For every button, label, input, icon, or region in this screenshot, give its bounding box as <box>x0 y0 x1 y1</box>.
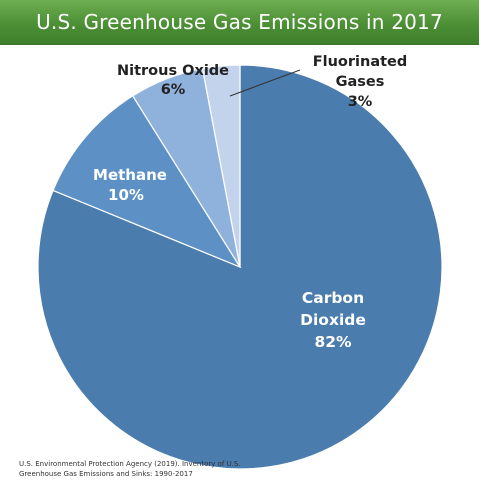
value-carbon-dioxide: 82% <box>314 333 352 351</box>
pie-slices <box>38 65 442 469</box>
source-note: U.S. Environmental Protection Agency (20… <box>19 460 319 479</box>
label-nitrous-oxide: Nitrous Oxide <box>117 63 229 79</box>
label-fluorinated-line2: Gases <box>336 74 385 90</box>
label-methane: Methane <box>93 166 167 184</box>
value-fluorinated: 3% <box>348 94 373 110</box>
label-fluorinated-line1: Fluorinated <box>313 54 408 70</box>
label-carbon-dioxide-line1: Carbon <box>302 289 364 307</box>
value-nitrous-oxide: 6% <box>161 82 186 98</box>
source-line-1: U.S. Environmental Protection Agency (20… <box>19 460 319 470</box>
label-carbon-dioxide-line2: Dioxide <box>300 311 366 329</box>
value-methane: 10% <box>108 186 144 204</box>
source-line-2: Greenhouse Gas Emissions and Sinks: 1990… <box>19 470 319 480</box>
